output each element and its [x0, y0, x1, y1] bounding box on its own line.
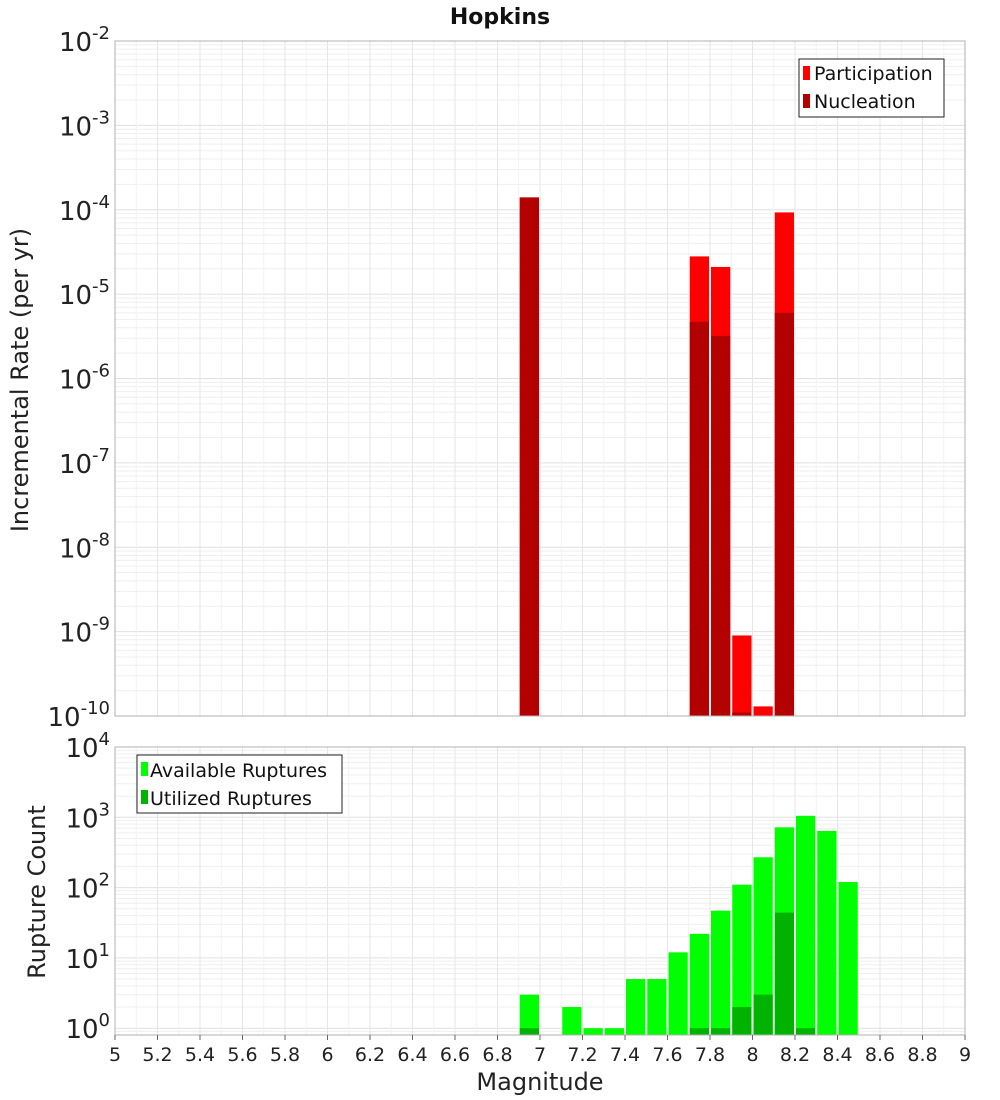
legend-label-utilized: Utilized Ruptures [150, 788, 312, 810]
top-y-tick-label: 10-5 [59, 276, 110, 311]
count-s2-bar [519, 1028, 539, 1035]
legend-swatch-nucleation [803, 94, 810, 108]
bottom-bars [519, 815, 858, 1035]
bottom-y-axis-label: Rupture Count [23, 805, 51, 979]
x-tick-label: 5.2 [142, 1044, 172, 1066]
x-tick-label: 7.6 [652, 1044, 682, 1066]
count-s2-bar [711, 1028, 731, 1035]
count-s1-bar [583, 1028, 603, 1035]
rate-s2-bar [711, 335, 731, 716]
count-s1-bar [519, 994, 539, 1035]
count-s1-bar [838, 882, 858, 1035]
x-tick-label: 6.6 [440, 1044, 470, 1066]
bottom-y-tick-label: 102 [65, 870, 110, 905]
rate-s1-bar [732, 635, 752, 716]
count-s1-bar [732, 884, 752, 1035]
rate-s1-bar [753, 706, 773, 716]
bottom-y-tick-label: 101 [65, 940, 110, 975]
x-ticks: 5 5.2 5.4 5.6 5.8 6 6.2 6.4 6.6 6.8 7 7.2 7.4 7.6 7.8 8… [109, 1035, 971, 1066]
x-tick-label: 5 [109, 1044, 121, 1066]
x-tick-label: 6.4 [397, 1044, 427, 1066]
x-tick-label: 8.8 [907, 1044, 937, 1066]
legend-label-participation: Participation [814, 63, 933, 85]
bottom-y-tick-label: 104 [65, 729, 110, 764]
top-gridlines [114, 41, 966, 717]
x-tick-label: 8.6 [865, 1044, 895, 1066]
top-y-axis-label: Incremental Rate (per yr) [6, 228, 34, 532]
x-axis-label: Magnitude [476, 1068, 603, 1096]
bottom-y-tick-label: 100 [65, 1010, 110, 1045]
count-s1-bar [647, 979, 667, 1035]
x-tick-label: 6 [321, 1044, 333, 1066]
top-legend: Participation Nucleation [798, 58, 945, 118]
x-tick-label: 8.2 [780, 1044, 810, 1066]
rate-s2-bar [774, 312, 794, 716]
legend-swatch-utilized [141, 790, 148, 804]
count-s1-bar [668, 952, 688, 1035]
count-s1-bar [796, 815, 816, 1035]
count-s2-bar [796, 1028, 816, 1035]
bottom-legend-box [136, 754, 343, 814]
x-tick-label: 7.4 [610, 1044, 640, 1066]
bottom-legend: Available Ruptures Utilized Ruptures [136, 754, 343, 814]
x-tick-label: 5.6 [227, 1044, 257, 1066]
top-y-tick-label: 10-2 [59, 23, 110, 58]
top-y-tick-label: 10-4 [59, 192, 110, 227]
top-bars [519, 197, 794, 717]
x-tick-label: 5.4 [185, 1044, 215, 1066]
top-y-ticks: 10-2 10-3 10-4 10-5 10-6 10-7 10-8 10-9 10-10 [48, 23, 111, 733]
top-y-tick-label: 10-7 [59, 445, 110, 480]
top-y-tick-label: 10-9 [59, 614, 110, 649]
x-tick-label: 8 [746, 1044, 758, 1066]
top-y-tick-label: 10-10 [48, 698, 111, 733]
legend-swatch-participation [803, 66, 810, 80]
legend-label-available: Available Ruptures [150, 760, 327, 782]
top-y-tick-label: 10-8 [59, 529, 110, 564]
top-plot-frame [114, 40, 966, 717]
x-tick-label: 9 [959, 1044, 971, 1066]
legend-swatch-available [141, 762, 148, 776]
x-tick-label: 7.2 [567, 1044, 597, 1066]
count-s1-bar [817, 830, 837, 1035]
x-tick-label: 6.8 [482, 1044, 512, 1066]
count-s2-bar [689, 1028, 709, 1035]
x-tick-label: 7 [534, 1044, 546, 1066]
top-legend-box [798, 58, 945, 118]
x-tick-label: 6.2 [355, 1044, 385, 1066]
top-y-tick-label: 10-6 [59, 361, 110, 396]
chart-title: Hopkins [450, 5, 550, 30]
rate-s2-bar [519, 197, 539, 717]
bottom-y-ticks: 104 103 102 101 100 [65, 729, 110, 1045]
count-s1-bar [562, 1007, 582, 1035]
count-s1-bar [753, 857, 773, 1035]
count-s2-bar [753, 994, 773, 1035]
x-tick-label: 7.8 [695, 1044, 725, 1066]
count-s1-bar [711, 910, 731, 1035]
top-y-tick-label: 10-3 [59, 107, 110, 142]
legend-label-nucleation: Nucleation [814, 91, 916, 113]
count-s1-bar [626, 979, 646, 1035]
x-tick-label: 8.4 [822, 1044, 852, 1066]
bottom-y-tick-label: 103 [65, 799, 110, 834]
rate-s2-bar [689, 321, 709, 716]
rate-s2-bar [732, 712, 752, 716]
count-s1-bar [689, 933, 709, 1035]
count-s1-bar [604, 1028, 624, 1035]
x-tick-label: 5.8 [270, 1044, 300, 1066]
count-s2-bar [732, 1007, 752, 1035]
count-s2-bar [774, 912, 794, 1035]
